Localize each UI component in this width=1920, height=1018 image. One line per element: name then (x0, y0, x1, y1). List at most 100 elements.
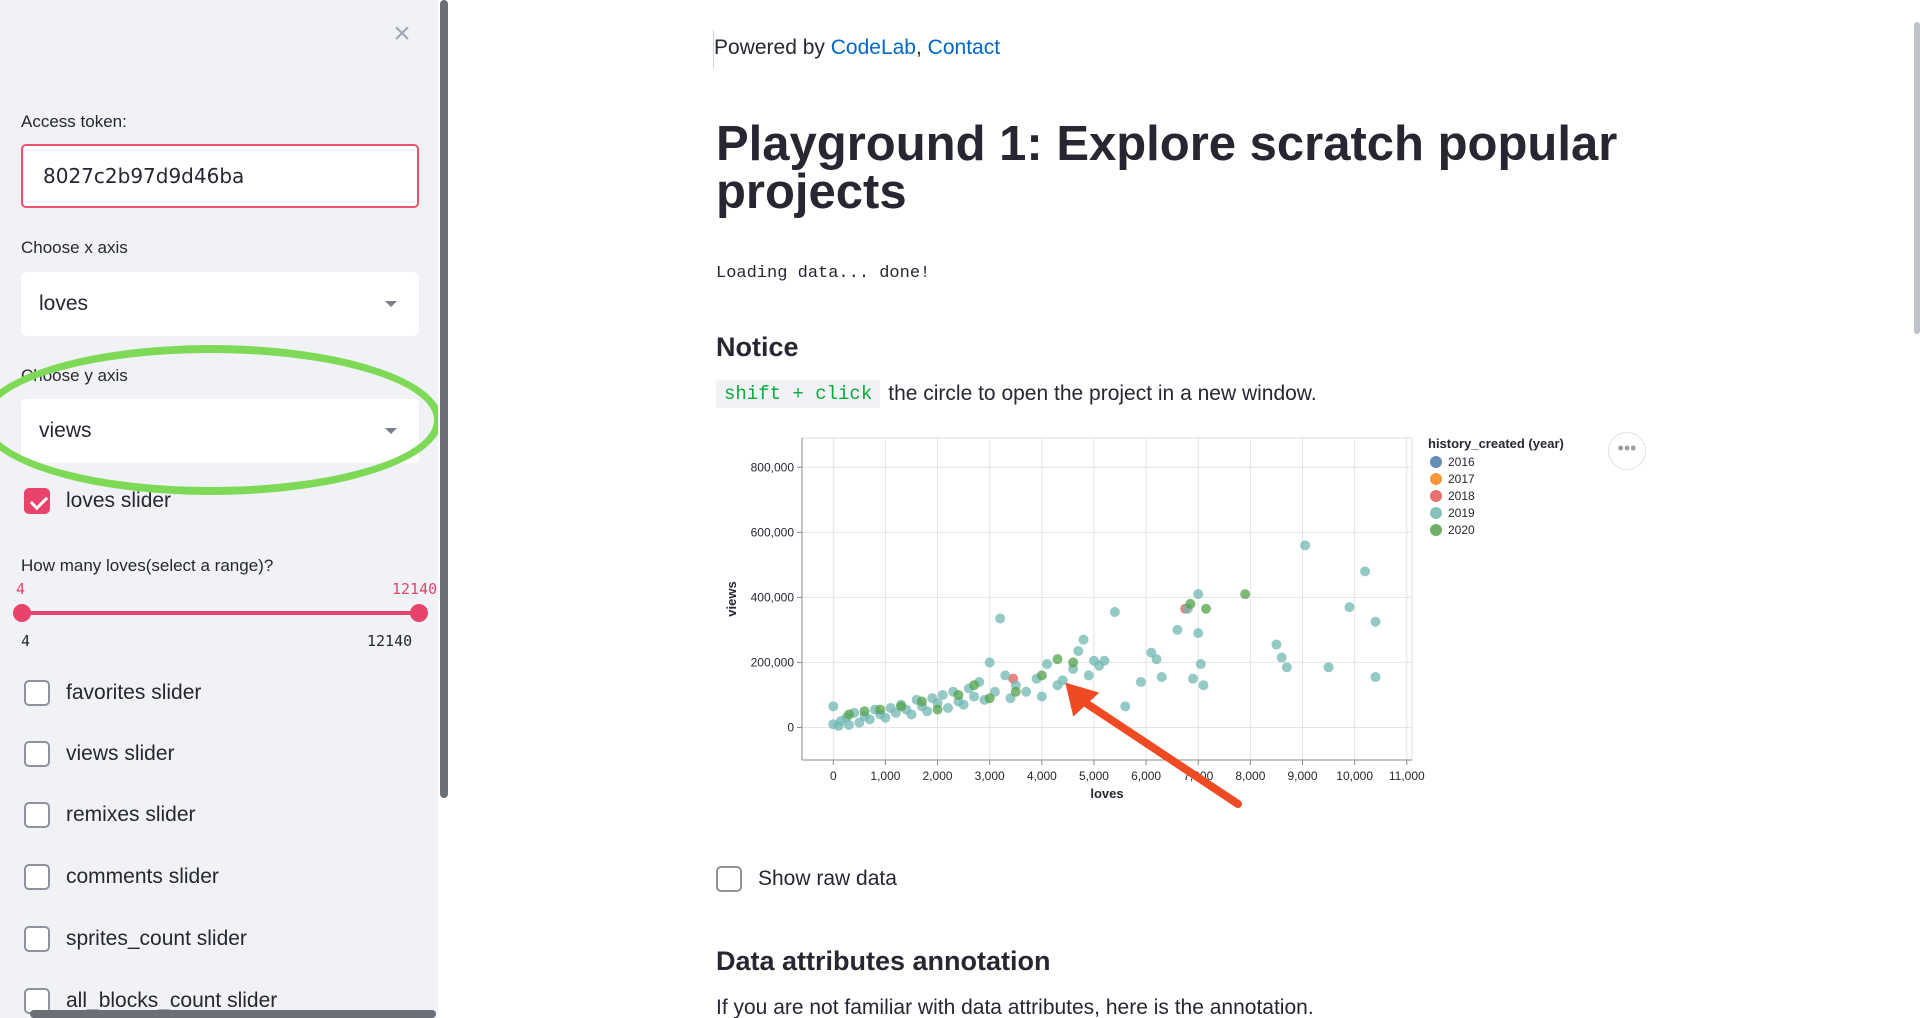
data-point-2020 (953, 689, 964, 700)
data-point-2019 (1156, 672, 1167, 683)
data-point-2019 (880, 712, 891, 723)
range-min-value: 4 (16, 580, 26, 598)
checkbox-icon (24, 864, 50, 890)
checkbox-label: remixes slider (66, 803, 196, 826)
x-tick-label: 0 (830, 769, 837, 783)
data-point-2020 (1201, 603, 1212, 614)
range-question: How many loves(select a range)? (21, 556, 274, 575)
data-point-2019 (1042, 659, 1053, 670)
legend-label: 2017 (1448, 472, 1475, 486)
checkbox-icon (24, 802, 50, 828)
attributes-description: If you are not familiar with data attrib… (716, 996, 1314, 1018)
data-point-2020 (859, 706, 870, 717)
x-tick-label: 5,000 (1079, 769, 1109, 783)
main-vertical-scrollbar[interactable] (1914, 22, 1920, 334)
remixes-slider-checkbox[interactable]: remixes slider (24, 800, 196, 830)
x-tick-label: 4,000 (1027, 769, 1057, 783)
data-point-2020 (1068, 657, 1079, 668)
access-token-input[interactable]: 8027c2b97d9d46ba (21, 144, 419, 208)
views-slider-checkbox[interactable]: views slider (24, 739, 175, 769)
x-tick-label: 10,000 (1336, 769, 1373, 783)
loves-slider-checkbox[interactable]: loves slider (24, 486, 171, 516)
data-point-2020 (1010, 686, 1021, 697)
scatter-chart[interactable]: 01,0002,0003,0004,0005,0006,0007,0008,00… (716, 428, 1696, 818)
range-slider-max-thumb[interactable] (410, 604, 428, 622)
x-tick-label: 6,000 (1131, 769, 1161, 783)
notice-heading: Notice (716, 332, 799, 362)
annotation-arrow-head (1065, 682, 1100, 717)
range-slider-track[interactable] (21, 611, 419, 615)
data-point-2019 (995, 613, 1006, 624)
data-point-2019 (1344, 602, 1355, 613)
codelab-link[interactable]: CodeLab (830, 36, 916, 59)
data-point-2019 (969, 691, 980, 702)
legend-swatch (1430, 473, 1442, 485)
chevron-down-icon (385, 301, 397, 307)
data-point-2019 (1036, 691, 1047, 702)
show-raw-data-checkbox[interactable]: Show raw data (716, 864, 897, 894)
data-point-2019 (906, 709, 917, 720)
more-options-icon[interactable]: ••• (1608, 432, 1646, 470)
sidebar-vertical-scrollbar[interactable] (440, 0, 448, 798)
x-tick-label: 9,000 (1287, 769, 1317, 783)
data-point-2019 (1073, 646, 1084, 657)
data-point-2019 (1360, 566, 1371, 577)
data-point-2019 (1193, 628, 1204, 639)
powered-by: Powered by CodeLab, Contact (714, 36, 1000, 60)
data-point-2020 (896, 701, 907, 712)
chevron-down-icon (385, 428, 397, 434)
data-point-2019 (1151, 654, 1162, 665)
y-axis-select[interactable]: views (21, 399, 419, 463)
y-tick-label: 0 (787, 720, 794, 734)
legend-swatch (1430, 507, 1442, 519)
checkbox-label: views slider (66, 742, 175, 765)
data-point-2019 (1120, 701, 1131, 712)
range-slider-min-thumb[interactable] (13, 604, 31, 622)
x-axis-select[interactable]: loves (21, 272, 419, 336)
data-point-2020 (932, 704, 943, 715)
y-tick-label: 800,000 (751, 460, 795, 474)
y-tick-label: 600,000 (751, 525, 795, 539)
sidebar-horizontal-scrollbar[interactable] (30, 1010, 436, 1018)
divider (713, 30, 714, 68)
legend-swatch (1430, 490, 1442, 502)
x-axis-value: loves (39, 292, 89, 315)
checkbox-label: sprites_count slider (66, 927, 247, 950)
data-point-2020 (916, 696, 927, 707)
main-content: Powered by CodeLab, Contact Playground 1… (448, 0, 1920, 1018)
legend-label: 2020 (1448, 523, 1475, 537)
loading-status: Loading data... done! (716, 264, 931, 283)
checkbox-icon (24, 741, 50, 767)
data-point-2019 (1078, 634, 1089, 645)
attributes-heading: Data attributes annotation (716, 946, 1051, 976)
checkbox-label: all_blocks_count slider (66, 989, 278, 1012)
contact-link[interactable]: Contact (927, 36, 1001, 59)
comments-slider-checkbox[interactable]: comments slider (24, 862, 219, 892)
data-point-2019 (843, 719, 854, 730)
data-point-2020 (969, 680, 980, 691)
legend-label: 2018 (1448, 489, 1475, 503)
x-axis-label: Choose x axis (21, 238, 128, 257)
all-blocks-count-slider-checkbox[interactable]: all_blocks_count slider (24, 986, 277, 1016)
close-icon[interactable]: × (393, 17, 411, 50)
chart-svg[interactable]: 01,0002,0003,0004,0005,0006,0007,0008,00… (716, 428, 1696, 818)
checkbox-checked-icon (24, 488, 50, 514)
checkbox-icon (24, 988, 50, 1014)
notice-text: the circle to open the project in a new … (888, 382, 1317, 405)
data-point-2019 (937, 689, 948, 700)
notice-line: shift + click the circle to open the pro… (716, 380, 1317, 408)
sprites-count-slider-checkbox[interactable]: sprites_count slider (24, 924, 247, 954)
loves-slider-label: loves slider (66, 489, 172, 512)
data-point-2020 (843, 709, 854, 720)
data-point-2019 (828, 701, 839, 712)
sidebar: × Access token: 8027c2b97d9d46ba Choose … (0, 0, 438, 1018)
data-point-2020 (875, 704, 886, 715)
data-point-2019 (922, 706, 933, 717)
access-token-label: Access token: (21, 112, 127, 131)
separator: , (915, 36, 922, 59)
powered-prefix: Powered by (714, 36, 831, 59)
data-point-2019 (1172, 624, 1183, 635)
checkbox-label: comments slider (66, 865, 219, 888)
favorites-slider-checkbox[interactable]: favorites slider (24, 678, 201, 708)
checkbox-icon (716, 866, 742, 892)
